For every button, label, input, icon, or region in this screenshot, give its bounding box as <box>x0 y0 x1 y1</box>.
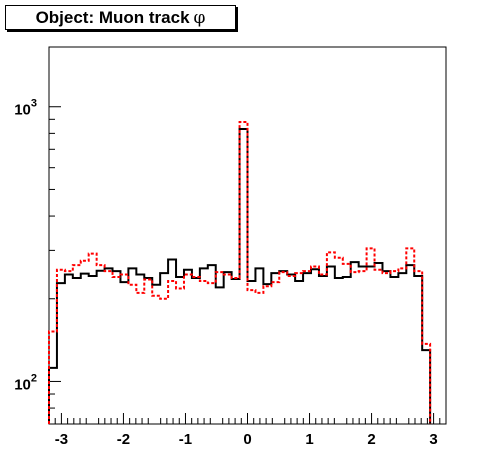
histogram-series-dashed <box>48 120 432 424</box>
x-tick-label: -2 <box>117 431 130 448</box>
histogram-series-solid <box>48 127 432 424</box>
axes-layer: -3 -2 -1 0 1 2 3 102 103 <box>14 98 441 448</box>
x-tick-label: 2 <box>367 431 375 448</box>
x-tick-label: -1 <box>179 431 192 448</box>
x-tick-label: -3 <box>55 431 68 448</box>
chart-title-symbol: φ <box>193 7 206 28</box>
y-tick-label: 102 <box>14 372 37 393</box>
x-tick-label: 0 <box>243 431 251 448</box>
chart-title-text: Object: Muon track <box>35 7 190 27</box>
chart-title: Object: Muon track φ <box>5 5 236 30</box>
series-layer <box>48 120 432 424</box>
y-tick-label: 103 <box>14 98 37 119</box>
x-tick-label: 3 <box>429 431 437 448</box>
x-tick-label: 1 <box>305 431 313 448</box>
